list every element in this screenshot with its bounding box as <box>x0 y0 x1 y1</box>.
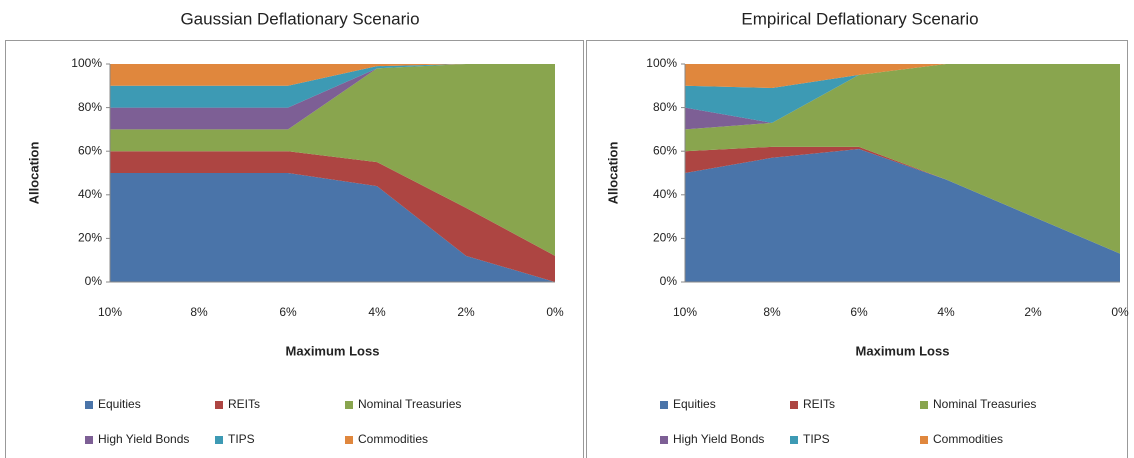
x-tick-label: 4% <box>368 305 386 319</box>
x-tick-label: 10% <box>98 305 122 319</box>
legend-label: Equities <box>673 397 716 411</box>
x-tick-label: 2% <box>457 305 475 319</box>
x-axis-title: Maximum Loss <box>286 343 380 358</box>
legend-label: TIPS <box>803 432 830 446</box>
legend-swatch <box>85 436 93 444</box>
legend-swatch <box>345 436 353 444</box>
legend-swatch <box>920 436 928 444</box>
x-tick-label: 0% <box>546 305 564 319</box>
y-tick-label: 60% <box>78 143 102 157</box>
x-tick-label: 8% <box>190 305 208 319</box>
y-tick-label: 20% <box>653 231 677 245</box>
x-tick-label: 8% <box>763 305 781 319</box>
area <box>685 146 1120 254</box>
x-axis-title: Maximum Loss <box>856 343 950 358</box>
x-tick-label: 0% <box>1111 305 1129 319</box>
x-tick-label: 10% <box>673 305 697 319</box>
area <box>685 64 1120 130</box>
y-tick-label: 100% <box>646 56 677 70</box>
y-tick-label: 100% <box>71 56 102 70</box>
area <box>685 64 1120 123</box>
legend-label: High Yield Bonds <box>98 432 189 446</box>
y-tick-label: 80% <box>653 100 677 114</box>
y-tick-label: 0% <box>660 274 678 288</box>
area <box>685 149 1120 282</box>
chart-title: Gaussian Deflationary Scenario <box>180 9 419 28</box>
y-tick-label: 60% <box>653 143 677 157</box>
y-tick-label: 40% <box>78 187 102 201</box>
area <box>685 64 1120 254</box>
area <box>685 64 1120 88</box>
y-tick-label: 40% <box>653 187 677 201</box>
legend-swatch <box>215 401 223 409</box>
y-tick-label: 0% <box>85 274 103 288</box>
area <box>110 64 555 108</box>
legend-label: Commodities <box>358 432 428 446</box>
legend-swatch <box>215 436 223 444</box>
area <box>110 151 555 282</box>
legend-swatch <box>920 401 928 409</box>
area <box>110 64 555 86</box>
legend-label: Nominal Treasuries <box>358 397 461 411</box>
legend-label: Nominal Treasuries <box>933 397 1036 411</box>
legend-label: Equities <box>98 397 141 411</box>
legend-swatch <box>660 436 668 444</box>
x-tick-label: 6% <box>850 305 868 319</box>
area <box>110 64 555 130</box>
legend-label: Commodities <box>933 432 1003 446</box>
legend-swatch <box>790 401 798 409</box>
legend-label: TIPS <box>228 432 255 446</box>
area <box>110 64 555 256</box>
legend-label: High Yield Bonds <box>673 432 764 446</box>
y-axis-title: Allocation <box>26 142 41 205</box>
y-axis-title: Allocation <box>605 142 620 205</box>
chart-title: Empirical Deflationary Scenario <box>741 9 978 28</box>
area <box>110 173 555 282</box>
legend-label: REITs <box>228 397 260 411</box>
legend-swatch <box>790 436 798 444</box>
legend-swatch <box>345 401 353 409</box>
legend-label: REITs <box>803 397 835 411</box>
y-tick-label: 20% <box>78 231 102 245</box>
x-tick-label: 2% <box>1024 305 1042 319</box>
x-tick-label: 4% <box>937 305 955 319</box>
x-tick-label: 6% <box>279 305 297 319</box>
y-tick-label: 80% <box>78 100 102 114</box>
legend-swatch <box>660 401 668 409</box>
legend-swatch <box>85 401 93 409</box>
